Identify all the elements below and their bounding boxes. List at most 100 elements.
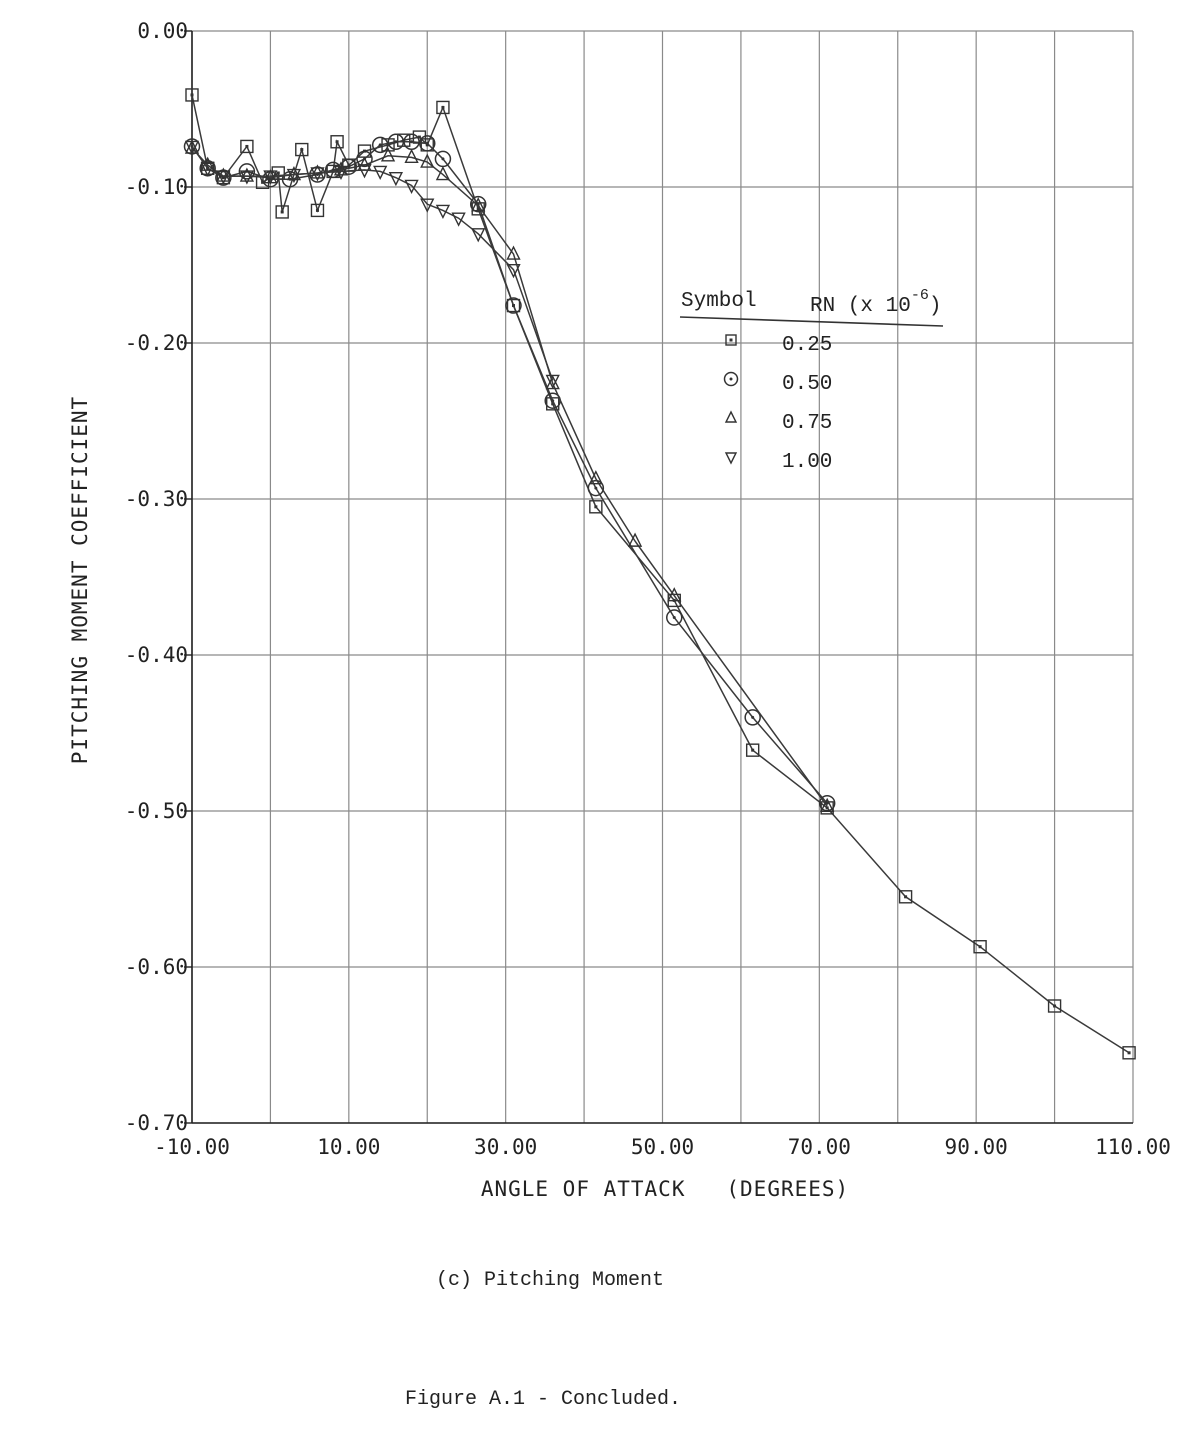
data-point-0.25-dot: [335, 140, 339, 144]
data-series: [183, 88, 1136, 1060]
data-point-0.50-dot: [315, 173, 319, 177]
x-axis-label: ANGLE OF ATTACK (DEGREES): [481, 1177, 849, 1201]
grid: [191, 30, 1134, 1124]
series-0.75: [184, 139, 835, 813]
data-point-0.25-dot: [261, 180, 265, 184]
data-point-0.25: [240, 139, 254, 154]
data-point-1.00: [286, 168, 302, 184]
subcaption: (c) Pitching Moment: [436, 1269, 665, 1292]
axes: [184, 30, 1133, 1124]
data-point-0.25: [1122, 1046, 1136, 1060]
data-point-0.50: [419, 135, 436, 152]
legend-symbol-header: Symbol: [681, 290, 757, 313]
data-point-0.75: [286, 165, 302, 181]
data-point-0.25-dot: [751, 748, 755, 752]
data-point-0.75: [404, 148, 419, 164]
data-point-0.25-dot: [425, 143, 429, 147]
data-point-0.75: [667, 587, 682, 602]
y-tick-label: -0.70: [125, 1111, 188, 1135]
data-point-0.75: [471, 197, 486, 212]
legend-rn-exponent: -6: [911, 287, 929, 304]
data-point-0.75: [820, 797, 835, 813]
data-point-0.50: [505, 297, 522, 314]
series-1.00: [184, 140, 560, 390]
data-point-0.25: [506, 298, 521, 313]
data-point-0.50-dot: [825, 801, 829, 805]
data-point-0.75: [239, 167, 255, 182]
legend-marker-0.75: [724, 410, 738, 423]
data-point-0.25-dot: [978, 945, 982, 949]
data-point-0.50: [666, 609, 683, 626]
data-point-1.00: [184, 140, 200, 156]
legend-marker-0.50-dot: [729, 377, 733, 381]
data-point-0.25: [973, 940, 987, 954]
data-point-0.75: [380, 147, 396, 162]
data-point-0.25-dot: [441, 105, 445, 109]
x-tick-label: -10.00: [154, 1135, 230, 1159]
y-tick-label: -0.30: [125, 487, 188, 511]
data-point-1.00: [263, 170, 278, 185]
data-point-0.25-dot: [417, 135, 421, 139]
data-point-0.25-dot: [476, 207, 480, 211]
data-point-0.25: [330, 135, 344, 149]
data-point-0.75: [420, 153, 435, 168]
data-point-0.25-dot: [594, 505, 598, 509]
data-point-0.50-dot: [751, 715, 755, 719]
legend-label-0.25: 0.25: [782, 334, 832, 357]
data-point-0.25-dot: [300, 148, 304, 152]
data-point-0.50: [238, 163, 256, 180]
data-point-1.00: [216, 170, 231, 185]
data-point-0.25: [436, 100, 450, 115]
data-point-1.00: [506, 263, 521, 279]
data-point-0.25: [745, 743, 760, 757]
data-point-1.00: [451, 212, 466, 227]
y-tick-label: -0.60: [125, 955, 188, 979]
data-point-0.25: [546, 397, 560, 411]
data-point-0.75: [310, 164, 325, 179]
legend-marker-0.50: [723, 371, 739, 387]
data-point-0.50-dot: [394, 140, 398, 144]
y-tick-label: 0.00: [137, 19, 188, 43]
data-point-0.25-dot: [825, 806, 829, 810]
data-point-1.00: [471, 228, 486, 243]
x-tick-label: 10.00: [317, 1135, 380, 1159]
data-point-0.50-dot: [268, 177, 272, 181]
legend-marker-0.25: [725, 334, 737, 346]
data-point-0.25-dot: [1053, 1004, 1057, 1008]
legend-rn-text: RN (x 10: [810, 295, 911, 318]
data-point-0.50-dot: [512, 304, 516, 308]
data-point-0.75: [588, 470, 603, 485]
data-point-0.50-dot: [425, 141, 429, 145]
x-tick-label: 70.00: [788, 1135, 851, 1159]
series-0.25: [185, 88, 1136, 1060]
legend-label-0.50: 0.50: [782, 373, 832, 396]
y-tick-label: -0.50: [125, 799, 188, 823]
data-point-0.25-dot: [190, 93, 194, 97]
legend-rn-header: RN (x 10-6): [810, 287, 941, 318]
legend-marker-1.00: [724, 452, 738, 465]
data-point-0.25-dot: [315, 208, 319, 212]
data-point-0.25-dot: [347, 163, 351, 167]
data-point-0.25-dot: [551, 402, 555, 406]
data-point-0.50: [356, 150, 373, 168]
data-point-1.00: [420, 198, 435, 213]
data-point-0.25-dot: [280, 210, 284, 214]
data-point-1.00: [200, 162, 215, 177]
data-point-0.25-dot: [904, 895, 908, 899]
data-point-0.25-dot: [276, 171, 280, 175]
data-point-0.25: [185, 88, 199, 102]
data-point-1.00: [239, 170, 255, 185]
x-tick-label: 90.00: [945, 1135, 1008, 1159]
data-point-0.25: [310, 203, 325, 218]
legend: Symbol RN (x 10-6) 0.25 0.50 0.75 1.00: [679, 287, 944, 474]
series-line-0.50: [191, 141, 828, 804]
data-point-0.50-dot: [551, 399, 555, 403]
data-point-1.00: [388, 171, 404, 187]
data-point-1.00: [545, 374, 560, 390]
y-axis-label: PITCHING MOMENT COEFFICIENT: [68, 396, 92, 764]
legend-entries: 0.25 0.50 0.75 1.00: [723, 334, 832, 474]
data-point-0.50-dot: [441, 157, 445, 161]
data-point-1.00: [310, 167, 325, 182]
data-point-0.75: [627, 532, 643, 547]
y-tick-label: -0.40: [125, 643, 188, 667]
